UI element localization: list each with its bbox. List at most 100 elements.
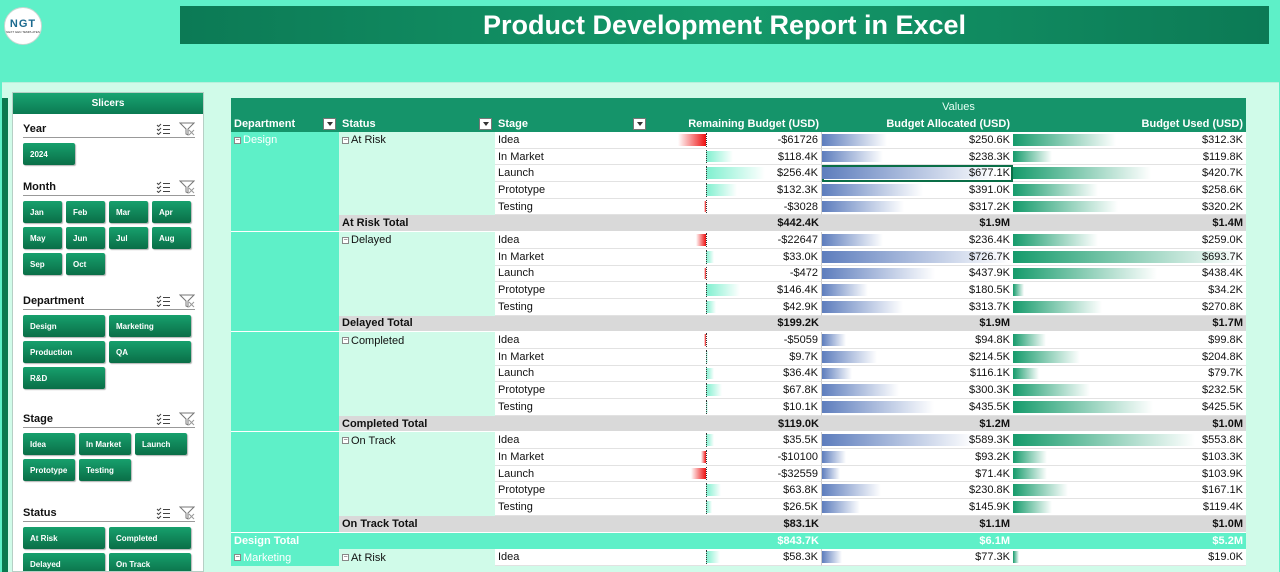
department-total-row[interactable]: Design Total $843.7K $6.1M $5.2M <box>231 532 1246 550</box>
remaining-budget-cell[interactable]: $10.1K <box>706 399 822 416</box>
budget-used-cell[interactable]: $232.5K <box>1013 382 1246 399</box>
table-row[interactable]: − On Track Idea $35.5K $589.3K $553.8K <box>231 432 1246 450</box>
slicer-button-at-risk[interactable]: At Risk <box>23 527 105 549</box>
status-cell[interactable] <box>339 148 495 166</box>
slicer-button-design[interactable]: Design <box>23 315 105 337</box>
status-cell[interactable]: − On Track <box>339 432 495 450</box>
used-total-cell[interactable]: $1.7M <box>1013 315 1246 333</box>
department-cell[interactable] <box>231 482 339 500</box>
stage-cell[interactable]: Idea <box>495 432 706 450</box>
collapse-icon[interactable]: − <box>342 236 349 244</box>
multi-select-icon[interactable] <box>155 294 171 308</box>
slicer-button-jul[interactable]: Jul <box>109 227 148 249</box>
status-total-row[interactable]: Completed Total $119.0K $1.2M $1.0M <box>231 415 1246 433</box>
status-cell[interactable] <box>339 282 495 299</box>
table-row[interactable]: Launch $36.4K $116.1K $79.7K <box>231 365 1246 383</box>
stage-cell[interactable]: Launch <box>495 465 706 483</box>
budget-allocated-cell[interactable]: $435.5K <box>822 399 1013 416</box>
remaining-budget-cell[interactable]: $35.5K <box>706 432 822 450</box>
slicer-button-sep[interactable]: Sep <box>23 253 62 275</box>
stage-cell[interactable]: Prototype <box>495 182 706 199</box>
used-total-cell[interactable]: $1.0M <box>1013 515 1246 533</box>
allocated-total-cell[interactable]: $1.2M <box>822 415 1013 433</box>
pivot-table[interactable]: Values Department Status Stage Remaining… <box>231 98 1246 568</box>
dtotal-status-cell[interactable] <box>339 532 495 550</box>
multi-select-icon[interactable] <box>155 180 171 194</box>
table-row[interactable]: Launch -$32559 $71.4K $103.9K <box>231 465 1246 483</box>
table-row[interactable]: Prototype $63.8K $230.8K $167.1K <box>231 482 1246 500</box>
stage-cell[interactable]: Idea <box>495 549 706 566</box>
budget-allocated-cell[interactable]: $677.1K <box>822 165 1013 183</box>
budget-allocated-cell[interactable]: $214.5K <box>822 348 1013 366</box>
status-cell[interactable] <box>339 165 495 183</box>
budget-used-cell[interactable]: $204.8K <box>1013 348 1246 366</box>
budget-allocated-cell[interactable]: $300.3K <box>822 382 1013 399</box>
department-cell[interactable] <box>231 465 339 483</box>
budget-used-cell[interactable]: $320.2K <box>1013 198 1246 216</box>
table-row[interactable]: In Market $9.7K $214.5K $204.8K <box>231 348 1246 366</box>
department-cell[interactable] <box>231 248 339 266</box>
remaining-budget-cell[interactable]: -$472 <box>704 265 822 283</box>
stage-cell[interactable]: Prototype <box>495 482 706 500</box>
remaining-dtotal-cell[interactable]: $843.7K <box>706 532 822 550</box>
remaining-budget-cell[interactable]: $132.3K <box>706 182 822 199</box>
department-cell[interactable] <box>231 382 339 399</box>
clear-filter-icon[interactable] <box>179 506 195 520</box>
status-cell[interactable] <box>339 399 495 416</box>
status-cell[interactable]: − At Risk <box>339 549 495 566</box>
total-stage-cell[interactable] <box>495 415 706 433</box>
stage-cell[interactable]: In Market <box>495 449 706 466</box>
budget-allocated-cell[interactable]: $589.3K <box>822 432 1013 450</box>
stage-cell[interactable]: Prototype <box>495 282 706 299</box>
stage-cell[interactable]: In Market <box>495 148 706 166</box>
clear-filter-icon[interactable] <box>179 412 195 426</box>
remaining-budget-cell[interactable]: $33.0K <box>706 248 822 266</box>
stage-cell[interactable]: Testing <box>495 399 706 416</box>
used-dtotal-cell[interactable]: $5.2M <box>1013 532 1246 550</box>
status-cell[interactable] <box>339 382 495 399</box>
status-cell[interactable] <box>339 298 495 316</box>
status-cell[interactable] <box>339 499 495 516</box>
department-cell[interactable] <box>231 182 339 199</box>
total-stage-cell[interactable] <box>495 215 706 233</box>
budget-used-cell[interactable]: $99.8K <box>1013 332 1246 349</box>
slicer-button-on-track[interactable]: On Track <box>109 553 191 571</box>
department-cell[interactable] <box>231 165 339 183</box>
table-row[interactable]: Prototype $67.8K $300.3K $232.5K <box>231 382 1246 399</box>
clear-filter-icon[interactable] <box>179 122 195 136</box>
budget-used-cell[interactable]: $425.5K <box>1013 399 1246 416</box>
clear-filter-icon[interactable] <box>179 180 195 194</box>
collapse-icon[interactable]: − <box>342 136 349 144</box>
department-cell[interactable] <box>231 432 339 450</box>
stage-filter-dropdown-icon[interactable] <box>633 118 646 130</box>
remaining-budget-cell[interactable]: -$10100 <box>701 449 822 466</box>
total-stage-cell[interactable] <box>495 515 706 533</box>
multi-select-icon[interactable] <box>155 122 171 136</box>
table-row[interactable]: In Market -$10100 $93.2K $103.3K <box>231 449 1246 466</box>
department-filter-dropdown-icon[interactable] <box>323 118 336 130</box>
department-cell[interactable] <box>231 348 339 366</box>
budget-used-cell[interactable]: $258.6K <box>1013 182 1246 199</box>
slicer-button-may[interactable]: May <box>23 227 62 249</box>
total-label-cell[interactable]: Delayed Total <box>339 315 495 333</box>
department-total-label[interactable]: Design Total <box>231 532 339 550</box>
budget-allocated-cell[interactable]: $230.8K <box>822 482 1013 500</box>
stage-cell[interactable]: Launch <box>495 265 706 283</box>
allocated-total-cell[interactable]: $1.1M <box>822 515 1013 533</box>
allocated-total-cell[interactable]: $1.9M <box>822 315 1013 333</box>
header-stage[interactable]: Stage <box>495 116 706 132</box>
table-row[interactable]: Launch -$472 $437.9K $438.4K <box>231 265 1246 283</box>
slicer-button-marketing[interactable]: Marketing <box>109 315 191 337</box>
department-cell[interactable] <box>231 198 339 216</box>
department-cell[interactable] <box>231 399 339 416</box>
slicer-button-production[interactable]: Production <box>23 341 105 363</box>
remaining-budget-cell[interactable]: $9.7K <box>706 348 822 366</box>
slicer-button-launch[interactable]: Launch <box>135 433 187 455</box>
budget-allocated-cell[interactable]: $313.7K <box>822 298 1013 316</box>
remaining-total-cell[interactable]: $442.4K <box>706 215 822 233</box>
table-row[interactable]: Testing $26.5K $145.9K $119.4K <box>231 499 1246 516</box>
stage-cell[interactable]: Idea <box>495 332 706 349</box>
remaining-total-cell[interactable]: $119.0K <box>706 415 822 433</box>
slicer-button-apr[interactable]: Apr <box>152 201 191 223</box>
collapse-icon[interactable]: − <box>234 554 241 562</box>
